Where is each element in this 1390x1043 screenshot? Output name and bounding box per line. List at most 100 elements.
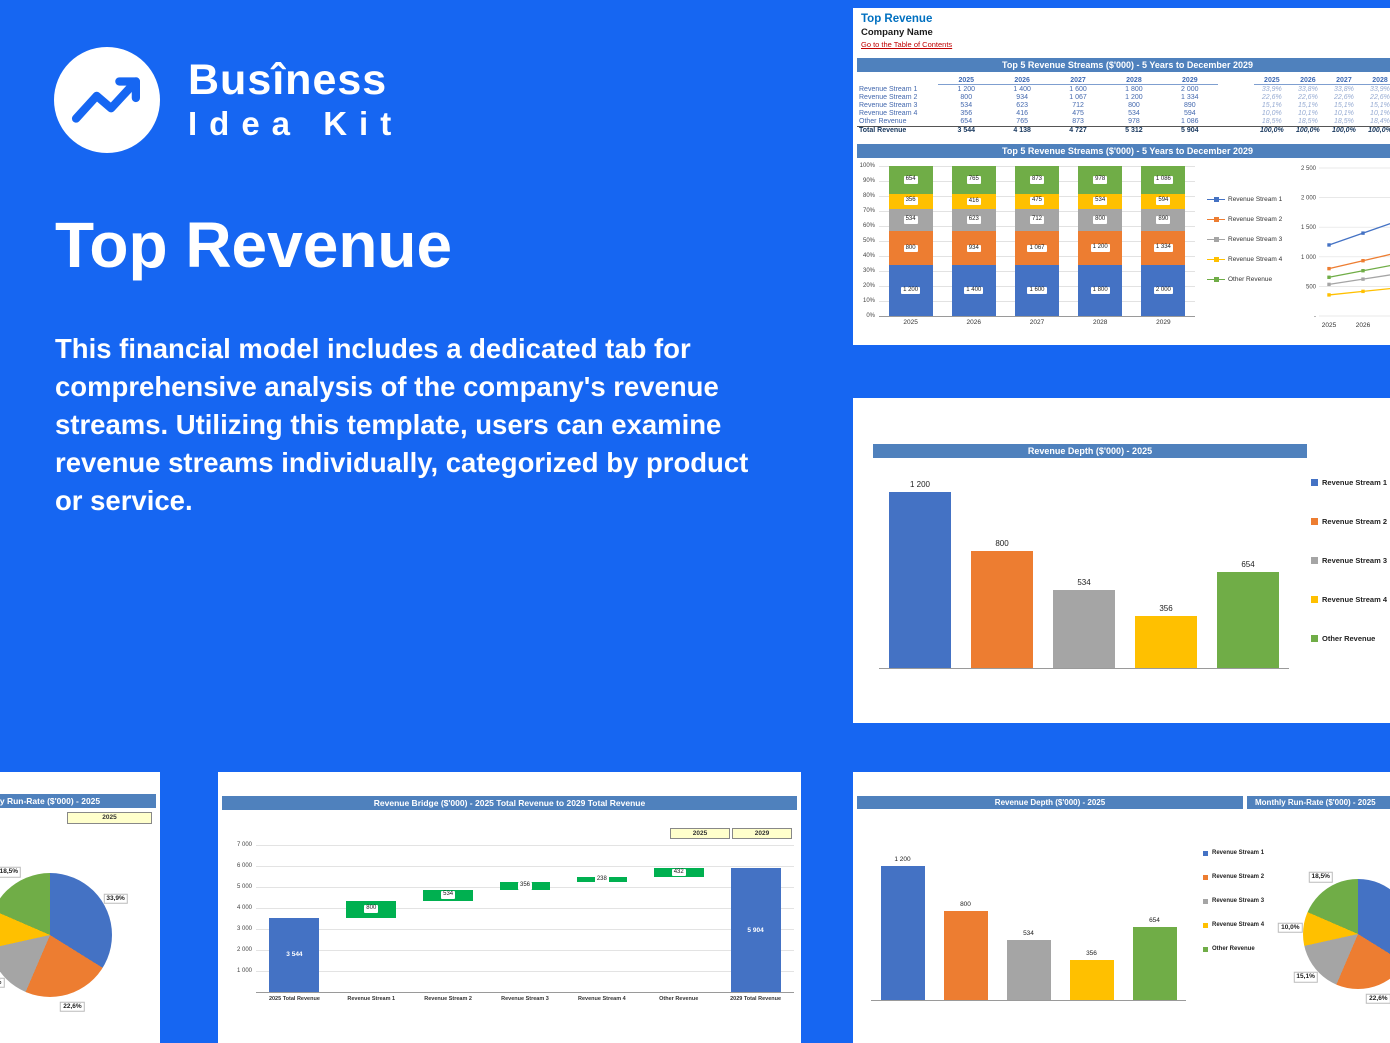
percent-cell: 18,5%: [1297, 118, 1318, 125]
legend-label: Revenue Stream 1: [1212, 850, 1265, 856]
percent-cell: 33,8%: [1334, 86, 1354, 93]
chart-legend: Revenue Stream 1 Revenue Stream 2 Revenue …: [1311, 478, 1387, 673]
line-marker: [1361, 289, 1365, 294]
legend-item: Revenue Stream 4: [1207, 256, 1282, 263]
legend-label: Revenue Stream 4: [1212, 922, 1265, 928]
value-cell: 1 200: [1125, 94, 1143, 101]
corner-cell: [857, 76, 938, 85]
data-label: 1 200: [909, 480, 931, 489]
year-selector[interactable]: 2025: [67, 812, 152, 824]
percent-cell: 18,5%: [1261, 118, 1282, 125]
revenue-table: 2025 2026 2027 2028 2029 2025 2026 2027 2028 Reve…: [857, 76, 1390, 134]
legend-label: Revenue Stream 4: [1322, 595, 1388, 604]
line-series: [1328, 274, 1390, 286]
value-cell: 534: [960, 102, 973, 109]
legend-label: Revenue Stream 1: [1228, 196, 1283, 203]
pie-data-label: 15,1%: [0, 977, 5, 989]
legend-label: Revenue Stream 1: [1322, 478, 1388, 487]
value-cell: 934: [1016, 94, 1028, 101]
legend-marker: [1207, 236, 1225, 242]
gridline: [256, 950, 794, 951]
legend-marker: [1207, 216, 1225, 222]
legend-marker: [1207, 256, 1225, 262]
revenue-bridge-chart: 7 000 6 000 5 000 4 000 3 000 2 000 1 000 3 544…: [218, 772, 801, 1043]
legend-swatch: [1213, 276, 1219, 282]
percent-cell: 18,5%: [1334, 118, 1354, 125]
stacked-chart-legend: Revenue Stream 1 Revenue Stream 2 Revenue …: [1207, 196, 1282, 296]
y-axis-tick: 1 000: [1301, 255, 1317, 261]
legend-marker: [1207, 276, 1225, 282]
toc-link[interactable]: Go to the Table of Contents: [861, 40, 953, 49]
data-label: 475: [1029, 197, 1044, 205]
value-cell: 5 904: [1181, 127, 1199, 134]
y-axis-tick: 40%: [862, 252, 875, 259]
spacer: [1218, 102, 1254, 110]
x-axis-label: 2026: [966, 319, 982, 326]
legend-label: Revenue Stream 4: [1228, 256, 1283, 263]
bar: [1069, 960, 1114, 1000]
x-axis-label: 2027: [1029, 319, 1045, 326]
row-label: Other Revenue: [859, 118, 907, 125]
line-series: [1328, 264, 1390, 278]
y-axis-tick: 2 500: [1301, 166, 1317, 172]
gridline: [256, 908, 794, 909]
run-rate-pie-chart: 33,9%22,6%15,1%10,0%18,5%: [853, 772, 1390, 1043]
data-label: 654: [1149, 916, 1160, 924]
legend-item: Revenue Stream 1: [1207, 196, 1282, 203]
table-row: Revenue Stream 4 356 416 475 534 594 10,0% 10,1…: [857, 110, 1390, 118]
x-axis-label: Revenue Stream 1: [347, 996, 396, 1002]
legend-swatch: [1203, 922, 1208, 928]
x-axis-label: 2029: [1156, 319, 1171, 326]
percent-cell: 100,0%: [1332, 127, 1356, 134]
data-label: 356: [1086, 950, 1097, 958]
legend-label: Other Revenue: [1212, 946, 1255, 952]
pie-chart: [1303, 879, 1390, 989]
pie-data-label: 15,1%: [1293, 972, 1318, 983]
x-axis-label: 2026: [1356, 322, 1371, 329]
spacer: [1218, 76, 1254, 85]
data-label: 654: [1241, 560, 1255, 570]
data-label: 654: [903, 176, 918, 184]
stack-segment: 1 200: [1078, 231, 1123, 266]
spacer: [1218, 86, 1254, 94]
row-label: Revenue Stream 3: [859, 102, 918, 109]
x-axis-label: Revenue Stream 2: [424, 996, 472, 1002]
table-row: Revenue Stream 2 800 934 1 067 1 200 1 334 22,…: [857, 94, 1390, 102]
percent-cell: 15,1%: [1261, 102, 1282, 109]
data-label: 1 800: [1090, 286, 1110, 295]
value-cell: 1 400: [1013, 86, 1031, 93]
row-label: Revenue Stream 4: [859, 110, 918, 117]
chart-title-bar: Revenue Depth ($'000) - 2025: [857, 796, 1243, 809]
stack-segment: 800: [1078, 208, 1123, 232]
value-cell: 1 600: [1069, 86, 1087, 93]
row-label: Total Revenue: [859, 127, 907, 134]
stack-segment: 765: [951, 166, 996, 194]
legend-label: Other Revenue: [1322, 634, 1376, 643]
stack-segment: 890: [1141, 208, 1186, 232]
stack-segment: 594: [1141, 193, 1186, 209]
x-axis-label: 2025: [1322, 322, 1337, 329]
waterfall-bar: 5 904: [730, 868, 781, 992]
x-axis-line: [879, 668, 1289, 669]
data-label: 1 334: [1153, 244, 1173, 252]
y-axis-tick: 60%: [862, 222, 875, 229]
row-label: Revenue Stream 2: [859, 94, 918, 101]
percent-cell: 22,6%: [1261, 94, 1282, 101]
y-axis-tick: 3 000: [236, 925, 252, 932]
year-selector-start[interactable]: 2025: [670, 828, 730, 839]
legend-swatch: [1311, 557, 1318, 564]
data-label: 1 200: [901, 286, 921, 295]
x-axis-label: 2025: [903, 319, 918, 326]
percent-cell: 10,1%: [1334, 110, 1354, 117]
chart-legend: Revenue Stream 1 Revenue Stream 2 Revenue …: [1203, 850, 1264, 970]
value-cell: 1 067: [1069, 94, 1087, 101]
year-header-pct: 2028: [1361, 76, 1390, 85]
y-axis-tick: 6 000: [236, 862, 252, 869]
stack-segment: 534: [1078, 193, 1123, 209]
data-label: 934: [966, 244, 981, 253]
chart-title-bar: Top 5 Revenue Streams ($'000) - 5 Years …: [857, 144, 1390, 158]
value-cell: 623: [1016, 102, 1028, 109]
x-axis-label: 2028: [1092, 319, 1108, 326]
year-selector-end[interactable]: 2029: [732, 828, 792, 839]
legend-label: Revenue Stream 2: [1228, 216, 1283, 223]
